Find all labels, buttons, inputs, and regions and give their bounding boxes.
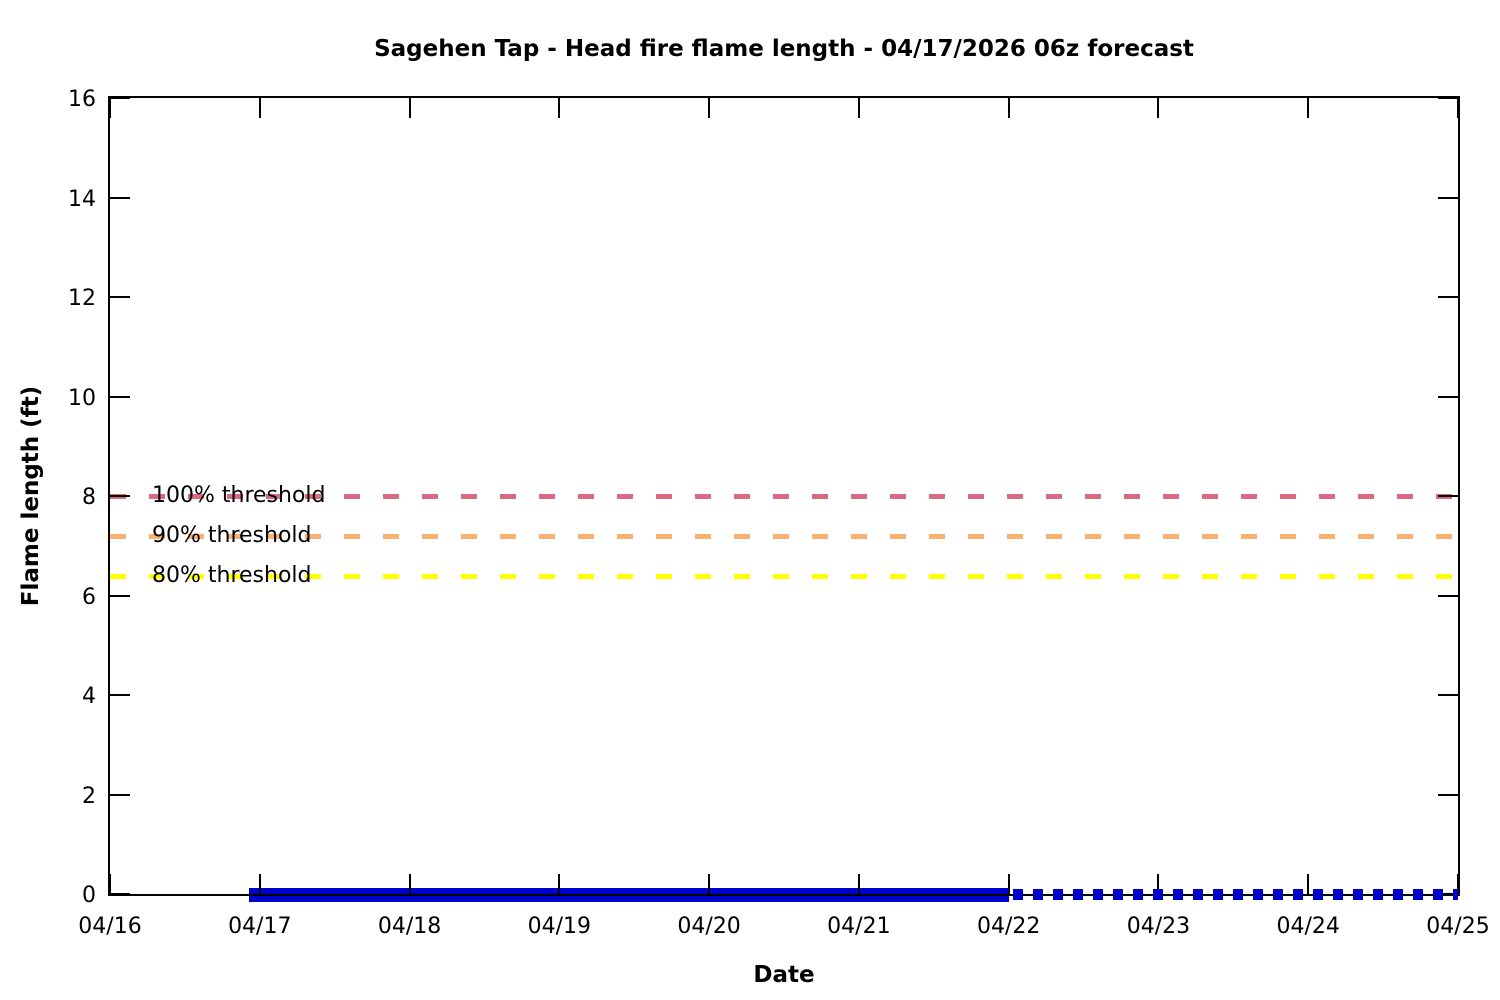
threshold-label-100pct: 100% threshold: [152, 483, 326, 508]
x-tick-bottom: [858, 874, 860, 894]
threshold-line-80pct: [110, 574, 1458, 579]
x-tick-label: 04/21: [827, 914, 891, 939]
x-tick-bottom: [259, 874, 261, 894]
threshold-line-90pct: [110, 534, 1458, 539]
y-tick-label: 6: [82, 584, 96, 610]
plot-area: 100% threshold 90% threshold 80% threshold: [108, 96, 1460, 902]
threshold-label-90pct: 90% threshold: [152, 523, 312, 548]
x-tick-label: 04/22: [976, 914, 1041, 939]
x-tick-bottom: [1008, 874, 1010, 894]
x-tick-top: [1157, 98, 1159, 118]
y-tick-right: [1438, 197, 1458, 199]
x-tick-label: 04/20: [677, 914, 741, 939]
y-tick-right: [1438, 595, 1458, 597]
chart-title: Sagehen Tap - Head fire flame length - 0…: [374, 36, 1194, 62]
y-tick-label: 10: [68, 385, 96, 411]
y-tick-left: [110, 595, 130, 597]
y-tick-right: [1438, 794, 1458, 796]
flame-length-line-dotted: [1013, 889, 1458, 900]
x-tick-top: [409, 98, 411, 118]
y-tick-label: 14: [68, 186, 96, 212]
y-tick-right: [1438, 296, 1458, 298]
x-tick-top: [1307, 98, 1309, 118]
y-tick-left: [110, 97, 130, 99]
x-tick-top: [109, 98, 111, 118]
x-axis-title: Date: [753, 962, 815, 988]
threshold-line-100pct: [110, 494, 1458, 499]
x-tick-top: [1008, 98, 1010, 118]
x-tick-bottom: [1307, 874, 1309, 894]
x-tick-label: 04/19: [527, 914, 592, 939]
y-tick-left: [110, 794, 130, 796]
x-tick-label: 04/25: [1426, 914, 1490, 939]
y-tick-label: 2: [82, 783, 96, 809]
x-tick-top: [1457, 98, 1459, 118]
x-axis-line: [110, 894, 1458, 896]
x-tick-bottom: [1157, 874, 1159, 894]
y-tick-label: 16: [68, 87, 96, 112]
y-tick-left: [110, 296, 130, 298]
x-tick-top: [708, 98, 710, 118]
y-tick-label: 0: [82, 883, 96, 908]
y-tick-left: [110, 197, 130, 199]
x-tick-label: 04/16: [78, 914, 142, 939]
x-tick-bottom: [409, 874, 411, 894]
x-tick-bottom: [708, 874, 710, 894]
y-tick-right: [1438, 495, 1458, 497]
threshold-label-80pct: 80% threshold: [152, 563, 312, 588]
y-tick-label: 4: [82, 684, 96, 709]
x-tick-bottom: [109, 874, 111, 894]
x-tick-label: 04/23: [1126, 914, 1191, 939]
x-tick-top: [858, 98, 860, 118]
x-tick-bottom: [558, 874, 560, 894]
x-tick-top: [558, 98, 560, 118]
y-tick-left: [110, 694, 130, 696]
y-tick-right: [1438, 396, 1458, 398]
y-tick-right: [1438, 694, 1458, 696]
y-tick-right: [1438, 97, 1458, 99]
y-tick-left: [110, 396, 130, 398]
y-tick-label: 12: [68, 286, 96, 311]
x-tick-bottom: [1457, 874, 1459, 894]
x-tick-label: 04/24: [1276, 914, 1340, 939]
y-tick-left: [110, 495, 130, 497]
x-tick-top: [259, 98, 261, 118]
y-tick-left: [110, 893, 130, 895]
x-tick-label: 04/18: [377, 914, 442, 939]
x-tick-label: 04/17: [228, 914, 292, 939]
y-tick-label: 8: [82, 485, 96, 510]
